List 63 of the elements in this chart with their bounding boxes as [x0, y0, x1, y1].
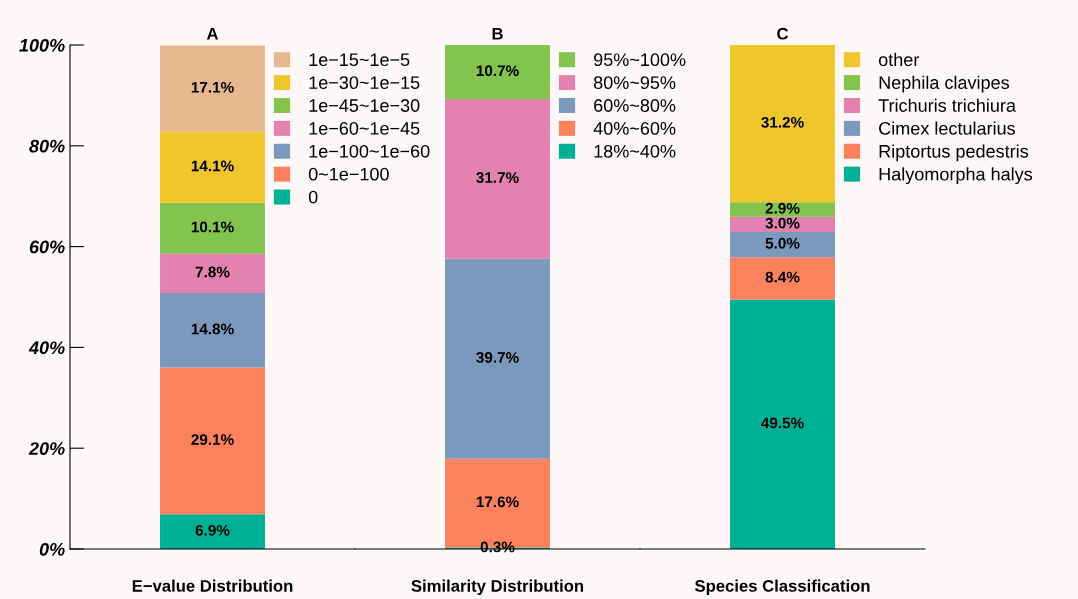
bar [445, 98, 550, 259]
bar [445, 258, 550, 459]
chart-title: A [206, 27, 219, 40]
data-label: 31.2% [761, 116, 804, 128]
bar [730, 231, 835, 258]
data-label: 49.5% [761, 417, 804, 429]
y-tick-label: 0% [39, 542, 65, 556]
legend-label: 1e−45~1e−30 [309, 99, 420, 112]
legend-label: 95%~100% [594, 53, 686, 67]
bar [445, 45, 550, 99]
data-label: 2.9% [765, 202, 800, 214]
legend-label: Riptortus pedestris [879, 144, 1029, 162]
legend-label: Trichuris trichiura [878, 98, 1016, 112]
data-label: 6.9% [195, 524, 230, 536]
data-label: 14.1% [191, 160, 234, 172]
legend-label: 1e−60~1e−45 [309, 121, 420, 135]
y-tick-label: 20% [28, 442, 65, 455]
data-label: 8.4% [765, 271, 800, 283]
bar [160, 253, 265, 293]
bar [730, 202, 835, 217]
bar [730, 299, 835, 549]
legend-label: 1e−30~1e−15 [309, 76, 420, 90]
legend-label: 18%~40% [594, 144, 676, 158]
legend-label: 60%~80% [594, 99, 676, 112]
y-tick-label: 40% [28, 341, 65, 355]
data-label: 10.1% [191, 221, 234, 233]
data-label: 39.7% [476, 352, 519, 363]
bar [160, 292, 265, 368]
data-label: 31.7% [476, 172, 519, 183]
data-label: 17.1% [191, 81, 234, 93]
data-label: 7.8% [195, 266, 230, 278]
data-label: 5.0% [765, 237, 800, 249]
x-tick-label: E−value Distribution [132, 579, 293, 592]
legend-label: Nephila clavipes [879, 75, 1009, 93]
data-label: 3.0% [765, 217, 800, 229]
y-tick-label: 80% [29, 139, 65, 153]
legend-label: 1e−100~1e−60 [309, 144, 430, 158]
bar [160, 367, 265, 515]
legend-label: 40%~60% [593, 121, 676, 135]
bar [730, 257, 835, 300]
data-label: 29.1% [191, 434, 234, 445]
data-label: 14.8% [191, 323, 234, 335]
bar [730, 45, 835, 203]
legend-label: 0 [308, 190, 318, 204]
bar [160, 514, 265, 549]
y-tick-label: 100% [19, 38, 65, 52]
y-tick-label: 60% [29, 240, 65, 254]
bar [160, 45, 265, 132]
bar [160, 202, 265, 254]
chart-title: C [777, 27, 789, 40]
data-label: 10.7% [476, 65, 519, 77]
data-label: 17.6% [476, 496, 519, 508]
legend-label: 0~1e−100 [308, 167, 389, 181]
chart-title: B [492, 27, 503, 40]
x-tick-label: Similarity Distribution [411, 579, 584, 596]
legend-label: Halyomorpha halys [879, 167, 1033, 185]
legend-label: other [878, 52, 920, 67]
legend-label: Cimex lectularius [879, 121, 1015, 135]
x-tick-label: Species Classification [694, 579, 870, 596]
bar [160, 131, 265, 203]
bar [730, 216, 835, 232]
legend-label: 80%~95% [593, 76, 676, 90]
legend-label: 1e−15~1e−5 [309, 53, 410, 67]
